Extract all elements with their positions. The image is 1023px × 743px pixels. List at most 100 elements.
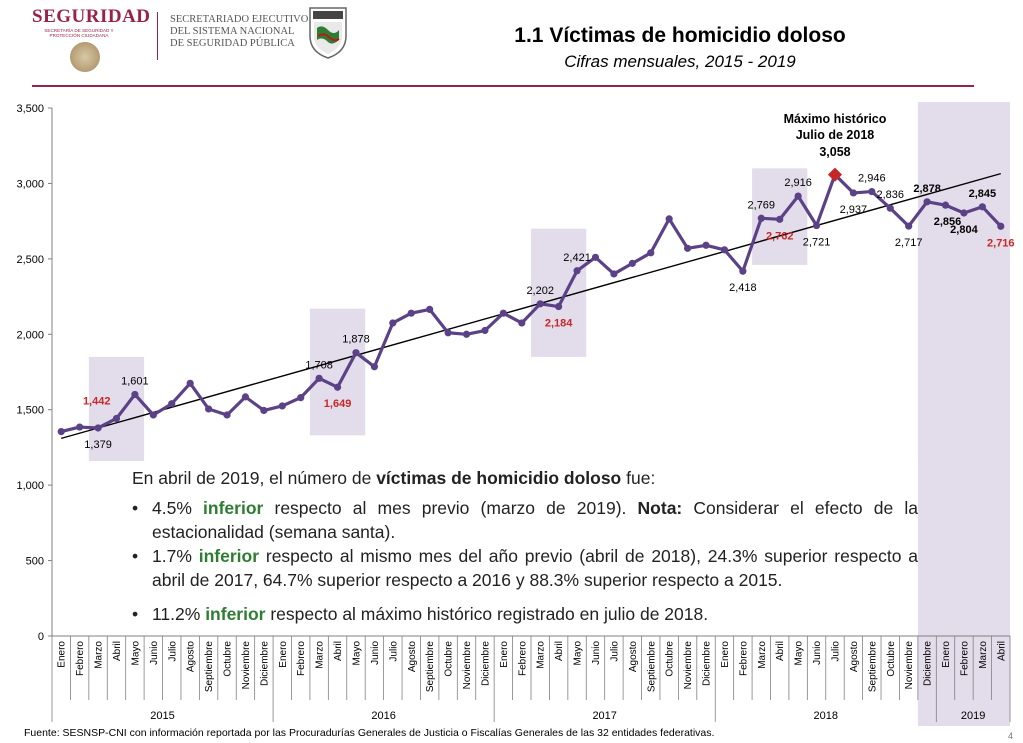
y-tick-label: 0: [38, 631, 44, 643]
data-label: 2,937: [840, 204, 868, 216]
x-month-label: Abril: [554, 641, 565, 661]
x-year-label: 2017: [592, 710, 616, 722]
data-point: [370, 363, 379, 371]
b2-a: 1.7%: [152, 546, 199, 566]
x-month-label: Marzo: [94, 641, 105, 669]
x-year-label: 2019: [961, 710, 985, 722]
data-label: 1,379: [84, 439, 112, 451]
x-month-label: Mayo: [794, 641, 805, 666]
x-month-label: Febrero: [296, 641, 307, 676]
data-point: [168, 400, 176, 408]
trend-line: [61, 172, 1001, 440]
data-label: 2,184: [545, 318, 573, 330]
y-tick-label: 1,000: [16, 480, 44, 492]
b1-e: Considerar el efecto de la estacionalida…: [152, 498, 918, 542]
data-point: [757, 214, 765, 222]
x-month-label: Octubre: [223, 641, 234, 677]
x-month-label: Agosto: [849, 641, 860, 673]
data-label: 2,202: [526, 285, 554, 297]
x-month-label: Marzo: [757, 641, 768, 669]
sesnsp-line-3: DE SEGURIDAD PÚBLICA: [170, 38, 295, 49]
data-point: [426, 305, 434, 313]
peak-annotation-value: 3,058: [819, 145, 850, 159]
header: SEGURIDAD SECRETARÍA DE SEGURIDAD Y PROT…: [0, 0, 1023, 90]
data-point: [702, 241, 710, 249]
x-month-label: Enero: [941, 641, 952, 668]
x-month-label: Abril: [996, 641, 1007, 661]
y-tick-label: 2,500: [16, 254, 44, 266]
x-month-label: Julio: [167, 641, 178, 662]
data-point: [978, 203, 986, 211]
data-point: [591, 253, 600, 261]
x-month-label: Julio: [388, 641, 399, 662]
data-point: [812, 221, 821, 230]
data-point: [131, 390, 139, 399]
data-point: [315, 374, 323, 382]
highlight-box: [917, 102, 1010, 726]
b1-c: respecto al mes previo (marzo de 2019).: [263, 498, 638, 518]
data-label: 2,418: [729, 282, 757, 294]
x-month-label: Enero: [278, 641, 289, 668]
x-year-label: 2015: [150, 710, 174, 722]
data-label: 2,836: [876, 189, 904, 201]
x-month-label: Diciembre: [702, 641, 713, 686]
x-month-label: Junio: [812, 641, 823, 665]
x-year-label: 2016: [371, 710, 395, 722]
x-month-label: Marzo: [315, 641, 326, 669]
data-point: [444, 329, 452, 337]
y-tick-label: 3,500: [16, 103, 44, 115]
x-month-label: Noviembre: [241, 641, 252, 690]
intro-text-c: fue:: [621, 468, 656, 488]
data-point: [628, 259, 636, 267]
source-note: Fuente: SESNSP-CNI con información repor…: [24, 727, 715, 739]
intro-text-b: víctimas de homicidio doloso: [376, 468, 622, 488]
x-month-label: Abril: [112, 641, 123, 661]
data-point: [278, 402, 286, 410]
sesnsp-line-1: SECRETARIADO EJECUTIVO: [170, 14, 309, 25]
y-tick-label: 3,000: [16, 178, 44, 190]
snsp-shield-icon: [309, 7, 347, 59]
highlight-box: [309, 308, 366, 436]
data-point: [149, 411, 157, 419]
data-label: 1,708: [305, 359, 333, 371]
header-rule: [32, 85, 974, 87]
data-label: 2,878: [913, 183, 941, 195]
data-point: [683, 244, 692, 252]
data-point: [204, 405, 213, 413]
data-point: [868, 187, 876, 196]
data-point: [555, 302, 563, 311]
bullet-dot-icon: •: [132, 498, 139, 518]
y-tick-label: 2,000: [16, 329, 44, 341]
summary-intro: En abril de 2019, el número de víctimas …: [132, 466, 655, 490]
x-month-label: Octubre: [444, 641, 455, 677]
x-month-label: Febrero: [959, 641, 970, 676]
peak-annotation-line-1: Máximo histórico: [784, 112, 887, 126]
b1-d: Nota:: [637, 498, 683, 518]
x-month-label: Enero: [720, 641, 731, 668]
x-month-label: Octubre: [665, 641, 676, 677]
data-point: [94, 424, 102, 432]
y-tick-label: 500: [26, 556, 44, 568]
data-point: [941, 201, 950, 209]
x-month-label: Septiembre: [425, 641, 436, 693]
data-label: 1,649: [324, 398, 352, 410]
b3-a: 11.2%: [152, 604, 206, 624]
data-point: [794, 192, 802, 200]
data-point: [462, 330, 471, 338]
data-point: [260, 406, 268, 415]
data-point: [499, 309, 507, 317]
x-month-label: Febrero: [75, 641, 86, 676]
data-point: [720, 246, 729, 254]
data-point: [610, 270, 618, 278]
page-subtitle: Cifras mensuales, 2015 - 2019: [564, 52, 796, 71]
b1-a: 4.5%: [152, 498, 204, 518]
data-label: 2,769: [748, 199, 776, 211]
data-point: [407, 309, 415, 317]
data-point: [112, 414, 121, 423]
x-month-label: Diciembre: [259, 641, 270, 686]
seguridad-logo: SEGURIDAD: [32, 6, 151, 27]
x-month-label: Septiembre: [204, 641, 215, 693]
data-point: [573, 267, 581, 275]
peak-marker: [827, 167, 843, 182]
